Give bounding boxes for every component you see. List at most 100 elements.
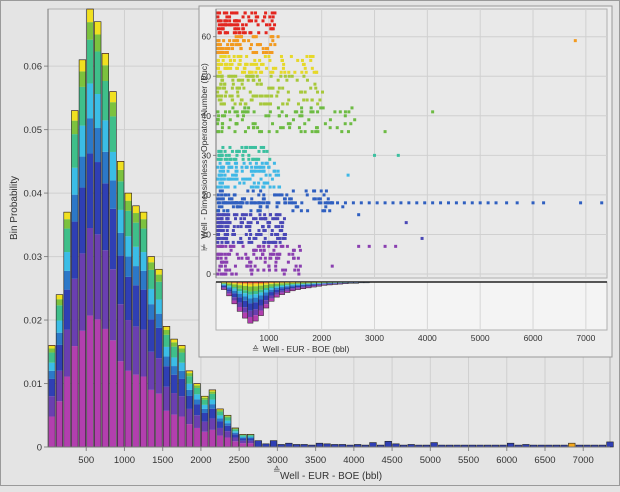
scatter-point (224, 201, 227, 204)
scatter-point (224, 273, 227, 276)
scatter-point (225, 11, 228, 14)
scatter-point (245, 213, 248, 216)
scatter-point (277, 253, 280, 256)
scatter-point (218, 43, 221, 46)
scatter-point (256, 67, 259, 70)
scatter-point (249, 269, 252, 272)
scatter-point (220, 166, 223, 169)
scatter-point (222, 209, 225, 212)
histogram-bar-segment (186, 409, 193, 424)
inset-hist-bar-segment (301, 283, 306, 284)
histogram-bar-segment (94, 51, 101, 94)
histogram-bar-segment (64, 290, 71, 330)
inset-hist-bar-segment (269, 283, 274, 284)
inset-hist-bar-segment (316, 282, 321, 283)
scatter-point (216, 91, 219, 94)
inset-hist-bar-segment (258, 286, 263, 290)
scatter-point (288, 201, 291, 204)
scatter-point (227, 186, 230, 189)
scatter-point (312, 110, 315, 113)
scatter-point (240, 98, 243, 101)
histogram-bar-segment (49, 348, 56, 352)
inset-hist-bar-segment (248, 311, 253, 317)
scatter-point (316, 130, 319, 133)
scatter-point (236, 114, 239, 117)
inset-hist-bar-segment (253, 294, 258, 298)
scatter-point (223, 193, 226, 196)
scatter-point (229, 158, 232, 161)
scatter-point (220, 186, 223, 189)
scatter-point (261, 253, 264, 256)
scatter-point (399, 201, 402, 204)
scatter-point (231, 79, 234, 82)
inset-hist-bar-segment (248, 317, 253, 323)
scatter-point (277, 106, 280, 109)
scatter-point (256, 83, 259, 86)
scatter-point (305, 71, 308, 74)
inset-hist-bar-segment (279, 289, 284, 291)
histogram-bar-segment (163, 387, 170, 411)
scatter-point (220, 205, 223, 208)
histogram-bar-segment (140, 377, 147, 447)
scatter-point (250, 63, 253, 66)
scatter-point (237, 257, 240, 260)
histogram-bar (286, 443, 293, 447)
scatter-point (319, 201, 322, 204)
scatter-point (291, 253, 294, 256)
scatter-point (216, 229, 219, 232)
inset-hist-bar-segment (232, 293, 237, 297)
scatter-point (324, 205, 327, 208)
histogram-bar-segment (87, 9, 94, 22)
scatter-point (220, 182, 223, 185)
inset-hist-bar-segment (237, 285, 242, 289)
scatter-point (220, 257, 223, 260)
inset-hist-bar-segment (285, 289, 290, 291)
histogram-bar-segment (110, 180, 117, 208)
inset-hist-bar-segment (248, 284, 253, 286)
scatter-point (216, 75, 219, 78)
histogram-bar (607, 442, 614, 447)
scatter-point (244, 63, 247, 66)
scatter-point (309, 55, 312, 58)
histogram-bar-segment (240, 436, 247, 437)
scatter-point (237, 43, 240, 46)
histogram-bar-segment (117, 304, 124, 361)
scatter-point (266, 47, 269, 50)
histogram-bar (270, 441, 277, 447)
scatter-point (257, 23, 260, 26)
scatter-point (249, 265, 252, 268)
histogram-bar-segment (148, 270, 155, 289)
scatter-point (231, 273, 234, 276)
histogram-bar-segment (56, 401, 63, 447)
histogram-bar-segment (163, 335, 170, 347)
scatter-point (267, 114, 270, 117)
histogram-bar-segment (240, 443, 247, 447)
scatter-point (216, 225, 219, 228)
inset-hist-bar-segment (274, 288, 279, 290)
inset-x-tick-label: 4000 (418, 333, 437, 343)
scatter-point (233, 213, 236, 216)
scatter-point (221, 126, 224, 129)
scatter-point (247, 154, 250, 157)
scatter-point (307, 118, 310, 121)
scatter-point (262, 269, 265, 272)
histogram-bar-segment (64, 229, 71, 252)
histogram-bar-segment (232, 433, 239, 435)
scatter-point (228, 126, 231, 129)
scatter-point (306, 209, 309, 212)
scatter-point (250, 197, 253, 200)
scatter-point (223, 83, 226, 86)
scatter-point (250, 241, 253, 244)
scatter-point (224, 55, 227, 58)
scatter-point (228, 19, 231, 22)
histogram-bar-segment (201, 422, 208, 432)
main-y-tick-label: 0.01 (24, 379, 43, 390)
main-x-tick-label: 3500 (305, 455, 326, 466)
inset-hist-bar-segment (269, 283, 274, 284)
scatter-point (271, 39, 274, 42)
scatter-point (277, 193, 280, 196)
histogram-bar-segment (163, 411, 170, 447)
inset-hist-bar-segment (232, 301, 237, 304)
scatter-point (265, 174, 268, 177)
main-y-tick-label: 0.05 (24, 125, 43, 136)
